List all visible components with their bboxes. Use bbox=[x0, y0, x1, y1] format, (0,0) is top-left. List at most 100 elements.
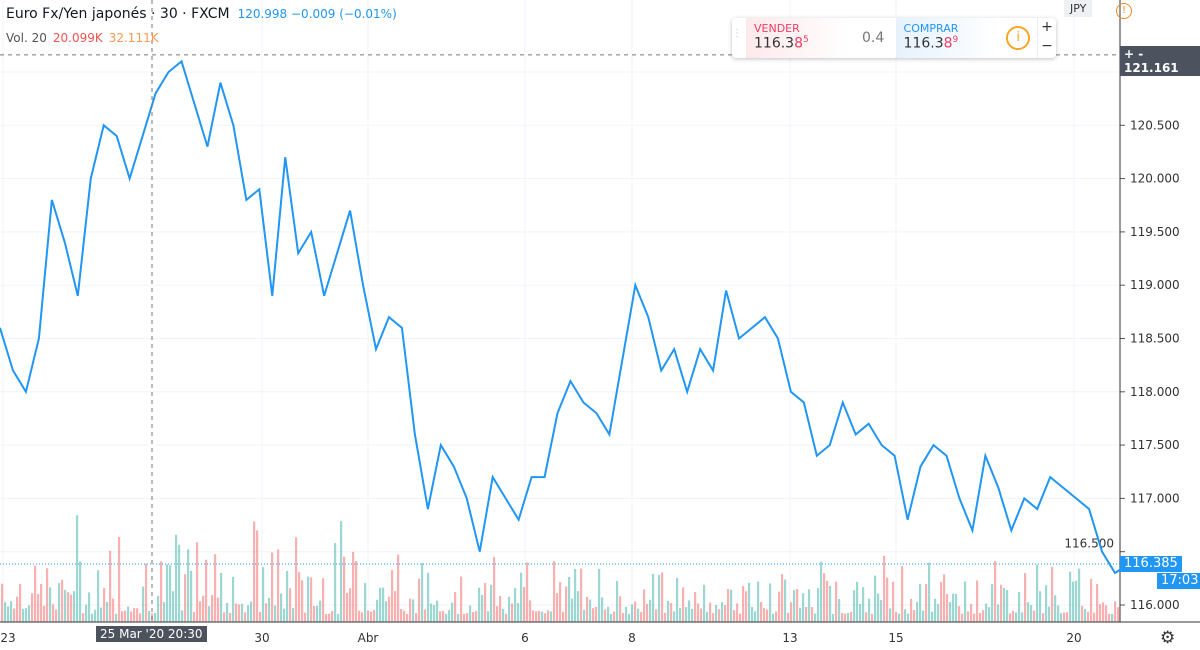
volume-bar bbox=[808, 589, 811, 622]
volume-bar bbox=[295, 537, 298, 622]
volume-bar bbox=[862, 587, 865, 622]
volume-bar bbox=[982, 610, 985, 622]
volume-bar bbox=[163, 602, 166, 622]
sell-button[interactable]: VENDER 116.385 bbox=[746, 18, 851, 58]
volume-bar bbox=[811, 607, 814, 622]
volume-bar bbox=[1108, 613, 1111, 622]
volume-bar bbox=[682, 587, 685, 622]
volume-bar bbox=[1060, 613, 1063, 622]
volume-bar bbox=[787, 612, 790, 622]
volume-bar bbox=[1105, 605, 1108, 622]
volume-bar bbox=[346, 593, 349, 622]
volume-bar bbox=[379, 587, 382, 622]
volume-bar bbox=[229, 612, 232, 622]
volume-bar bbox=[622, 613, 625, 622]
volume-value: 20.099K bbox=[52, 31, 103, 45]
volume-bar bbox=[883, 555, 886, 622]
volume-bar bbox=[298, 572, 301, 622]
volume-bar bbox=[730, 589, 733, 622]
y-tick-label: 120.000 bbox=[1130, 172, 1180, 186]
volume-bar bbox=[814, 613, 817, 622]
volume-bar bbox=[655, 609, 658, 622]
volume-bar bbox=[796, 589, 799, 622]
volume-bar bbox=[727, 589, 730, 622]
volume-bar bbox=[949, 602, 952, 622]
volume-bar bbox=[337, 613, 340, 622]
volume-bar bbox=[55, 609, 58, 622]
crosshair-price: 121.161 bbox=[1124, 61, 1179, 75]
volume-bar bbox=[784, 579, 787, 622]
volume-bar bbox=[889, 608, 892, 622]
y-tick-label: 120.500 bbox=[1130, 118, 1180, 132]
x-tick-label: 13 bbox=[782, 631, 797, 645]
volume-bar bbox=[871, 613, 874, 622]
volume-bar bbox=[487, 611, 490, 622]
warning-icon[interactable]: ! bbox=[1116, 3, 1132, 19]
info-icon[interactable]: i bbox=[999, 18, 1037, 58]
volume-bar bbox=[610, 613, 613, 622]
volume-label: Vol. 20 bbox=[6, 31, 47, 45]
volume-bar bbox=[916, 601, 919, 622]
buy-button[interactable]: COMPRAR 116.389 bbox=[895, 18, 1000, 58]
y-tick-label: 118.500 bbox=[1130, 332, 1180, 346]
volume-bar bbox=[934, 598, 937, 622]
buy-price: 116.3 bbox=[903, 35, 944, 52]
volume-bar bbox=[688, 600, 691, 622]
volume-bar bbox=[1057, 605, 1060, 622]
volume-bar bbox=[367, 610, 370, 622]
volume-bar bbox=[394, 591, 397, 622]
volume-bar bbox=[25, 608, 28, 622]
volume-bar bbox=[124, 610, 127, 622]
y-tick-label: 119.500 bbox=[1130, 225, 1180, 239]
volume-bar bbox=[697, 603, 700, 622]
volume-bar bbox=[46, 568, 49, 622]
volume-bar bbox=[274, 605, 277, 622]
volume-bar bbox=[82, 613, 85, 622]
volume-bar bbox=[766, 609, 769, 622]
volume-bar bbox=[1, 583, 4, 622]
drag-handle[interactable]: ⋮⋮ bbox=[732, 28, 752, 39]
volume-bar bbox=[391, 570, 394, 622]
volume-bar bbox=[331, 611, 334, 622]
spread: 0.4 bbox=[861, 30, 885, 46]
volume-bar bbox=[1090, 578, 1093, 622]
y-tick-label: 119.000 bbox=[1130, 278, 1180, 292]
volume-bar bbox=[718, 609, 721, 622]
volume-bar bbox=[97, 570, 100, 622]
volume-bar bbox=[502, 608, 505, 622]
volume-bar bbox=[619, 596, 622, 622]
gear-icon[interactable]: ⚙ bbox=[1160, 628, 1176, 648]
volume-bar bbox=[436, 600, 439, 622]
symbol-legend: Euro Fx/Yen japonés · 30 · FXCM 120.998 −… bbox=[6, 6, 397, 22]
volume-bar bbox=[1024, 573, 1027, 622]
volume-bar bbox=[175, 534, 178, 622]
volume-bar bbox=[1039, 591, 1042, 622]
volume-bar bbox=[385, 601, 388, 622]
volume-bar bbox=[907, 613, 910, 622]
currency-label[interactable]: JPY bbox=[1064, 0, 1093, 17]
volume-bar bbox=[913, 609, 916, 622]
volume-bar bbox=[511, 603, 514, 622]
volume-bar bbox=[1099, 604, 1102, 622]
volume-bar bbox=[817, 588, 820, 622]
volume-legend: Vol. 20 20.099K 32.111K bbox=[6, 31, 159, 45]
plus-button[interactable]: + bbox=[1041, 19, 1053, 35]
volume-bar bbox=[418, 578, 421, 622]
volume-bar bbox=[1069, 571, 1072, 622]
volume-bar bbox=[805, 607, 808, 622]
volume-bar bbox=[874, 575, 877, 622]
volume-bar bbox=[451, 602, 454, 622]
volume-bar bbox=[739, 613, 742, 622]
volume-bar bbox=[961, 613, 964, 622]
volume-bar bbox=[460, 576, 463, 622]
volume-bar bbox=[64, 590, 67, 622]
volume-bar bbox=[967, 611, 970, 622]
volume-bar bbox=[382, 587, 385, 622]
volume-bar bbox=[772, 613, 775, 622]
volume-bar bbox=[103, 587, 106, 622]
volume-bar bbox=[829, 585, 832, 622]
y-tick-label: 118.000 bbox=[1130, 385, 1180, 399]
volume-bar bbox=[73, 591, 76, 622]
minus-button[interactable]: − bbox=[1041, 38, 1053, 54]
